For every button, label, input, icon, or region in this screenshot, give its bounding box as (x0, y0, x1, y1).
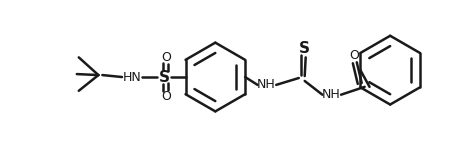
Text: S: S (159, 70, 170, 84)
Text: O: O (349, 49, 359, 62)
Text: O: O (161, 90, 171, 103)
Text: NH: NH (257, 78, 276, 91)
Text: O: O (161, 51, 171, 64)
Text: HN: HN (123, 70, 141, 84)
Text: S: S (299, 41, 310, 56)
Text: NH: NH (322, 88, 341, 101)
